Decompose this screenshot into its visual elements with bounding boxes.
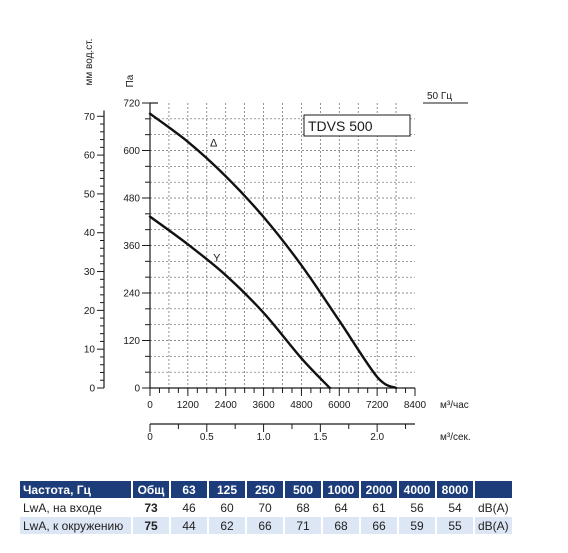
mm-tick-label: 30 xyxy=(84,267,96,278)
fan-performance-chart: 0 120 240 360 480 600 720 Па 0 10 20 30 40 50 60 70 мм в… xyxy=(84,39,471,443)
chart-axes xyxy=(97,102,416,432)
x-tick-label: 7200 xyxy=(366,400,389,411)
table-cell: 75 xyxy=(133,517,169,534)
x2-tick-label: 2.0 xyxy=(370,432,384,443)
table-cell: 60 xyxy=(209,499,245,516)
header-cell: Общ xyxy=(133,481,169,498)
pa-tick-label: 360 xyxy=(123,241,140,252)
table-cell: 68 xyxy=(323,517,359,534)
table-cell: 66 xyxy=(247,517,283,534)
header-cell: 8000 xyxy=(437,481,473,498)
pa-unit-label: Па xyxy=(125,74,136,87)
header-label: Частота, Гц xyxy=(20,481,131,498)
mm-tick-label: 60 xyxy=(84,151,96,162)
pa-tick-label: 480 xyxy=(123,194,140,205)
header-cell: 1000 xyxy=(323,481,359,498)
table-cell: 73 xyxy=(133,499,169,516)
pa-tick-label: 600 xyxy=(123,146,140,157)
table-cell: 55 xyxy=(437,517,473,534)
header-cell: 250 xyxy=(247,481,283,498)
x2-tick-label: 0 xyxy=(147,432,153,443)
table-row: LwA, к окружению 75 44 62 66 71 68 66 59 55 dB(A) xyxy=(20,517,512,534)
mm-tick-label: 20 xyxy=(84,306,96,317)
mm-tick-label: 50 xyxy=(84,189,96,200)
series-label-y: Y xyxy=(213,252,221,264)
table-cell: 56 xyxy=(399,499,435,516)
series-curve-1 xyxy=(148,215,332,390)
model-box xyxy=(303,114,411,137)
series-label-delta: Δ xyxy=(210,138,218,150)
series-curve-0 xyxy=(148,112,398,390)
header-cell: 63 xyxy=(171,481,207,498)
x-tick-label: 4800 xyxy=(290,400,313,411)
table-cell: 70 xyxy=(247,499,283,516)
header-cell: 125 xyxy=(209,481,245,498)
pa-tick-label: 240 xyxy=(123,289,140,300)
x-tick-label: 6000 xyxy=(328,400,351,411)
table-header-row: Частота, Гц Общ 63 125 250 500 1000 2000 4000 800… xyxy=(20,481,512,498)
x2-tick-label: 1.5 xyxy=(313,432,327,443)
x-tick-label: 3600 xyxy=(252,400,275,411)
header-cell xyxy=(475,481,512,498)
pa-tick-label: 720 xyxy=(123,99,140,110)
table-cell: 68 xyxy=(285,499,321,516)
frequency-label: 50 Гц xyxy=(427,91,452,102)
header-cell: 4000 xyxy=(399,481,435,498)
table-cell: 54 xyxy=(437,499,473,516)
mm-tick-label: 40 xyxy=(84,228,96,239)
pa-tick-label: 120 xyxy=(123,336,140,347)
x-unit-primary: м³/час xyxy=(440,400,469,411)
x2-tick-label: 1.0 xyxy=(257,432,271,443)
table-cell: dB(A) xyxy=(475,517,512,534)
table-cell: 46 xyxy=(171,499,207,516)
x-unit-secondary: м³/сек. xyxy=(440,432,471,443)
table-cell: dB(A) xyxy=(475,499,512,516)
model-label: TDVS 500 xyxy=(308,118,373,134)
table-cell: 59 xyxy=(399,517,435,534)
pa-tick-label: 0 xyxy=(134,384,140,395)
x-tick-label: 8400 xyxy=(404,400,427,411)
chart-series xyxy=(148,112,398,390)
table-cell: 66 xyxy=(361,517,397,534)
row-label: LwA, на входе xyxy=(20,499,131,516)
mm-tick-label: 10 xyxy=(84,345,96,356)
x-tick-label: 1200 xyxy=(177,400,200,411)
mm-tick-label: 70 xyxy=(84,112,96,123)
noise-table: Частота, Гц Общ 63 125 250 500 1000 2000 4000 800… xyxy=(18,480,514,535)
chart-grid xyxy=(150,103,415,388)
header-cell: 500 xyxy=(285,481,321,498)
x-tick-label: 2400 xyxy=(215,400,238,411)
table-cell: 61 xyxy=(361,499,397,516)
mm-unit-label: мм вод.ст. xyxy=(84,39,95,86)
table-cell: 64 xyxy=(323,499,359,516)
mm-tick-label: 0 xyxy=(89,384,95,395)
table-row: LwA, на входе 73 46 60 70 68 64 61 56 54 dB(A) xyxy=(20,499,512,516)
row-label: LwA, к окружению xyxy=(20,517,131,534)
table-cell: 71 xyxy=(285,517,321,534)
table-cell: 44 xyxy=(171,517,207,534)
table-cell: 62 xyxy=(209,517,245,534)
chart-labels: 0 120 240 360 480 600 720 Па 0 10 20 30 40 50 60 70 мм в… xyxy=(84,39,471,443)
x2-tick-label: 0.5 xyxy=(200,432,214,443)
header-cell: 2000 xyxy=(361,481,397,498)
x-tick-label: 0 xyxy=(147,400,153,411)
